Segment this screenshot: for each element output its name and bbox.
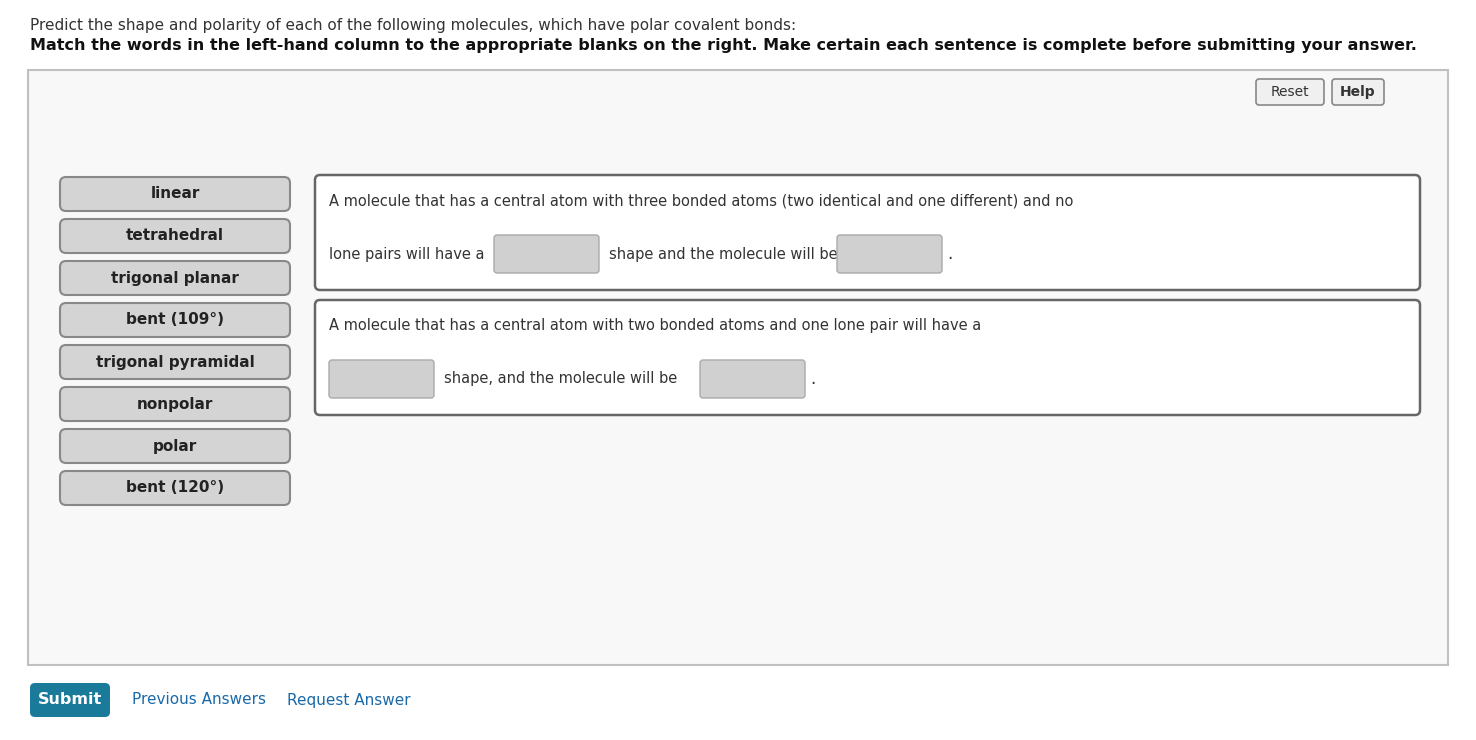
- FancyBboxPatch shape: [30, 683, 111, 717]
- Text: polar: polar: [154, 439, 198, 454]
- FancyBboxPatch shape: [314, 300, 1420, 415]
- Text: .: .: [810, 370, 815, 388]
- FancyBboxPatch shape: [61, 177, 289, 211]
- Text: Match the words in the left-hand column to the appropriate blanks on the right. : Match the words in the left-hand column …: [30, 38, 1417, 53]
- FancyBboxPatch shape: [61, 429, 289, 463]
- Text: trigonal planar: trigonal planar: [111, 271, 239, 286]
- FancyBboxPatch shape: [61, 261, 289, 295]
- Text: shape and the molecule will be: shape and the molecule will be: [610, 246, 837, 261]
- FancyBboxPatch shape: [61, 303, 289, 337]
- Text: Previous Answers: Previous Answers: [131, 693, 266, 707]
- Text: lone pairs will have a: lone pairs will have a: [329, 246, 484, 261]
- Text: linear: linear: [151, 186, 199, 201]
- FancyBboxPatch shape: [61, 345, 289, 379]
- Text: Help: Help: [1340, 85, 1376, 99]
- Text: tetrahedral: tetrahedral: [125, 229, 224, 243]
- Text: nonpolar: nonpolar: [137, 397, 213, 411]
- Text: .: .: [948, 245, 952, 263]
- Text: bent (109°): bent (109°): [125, 312, 224, 328]
- FancyBboxPatch shape: [329, 360, 434, 398]
- FancyBboxPatch shape: [61, 471, 289, 505]
- FancyBboxPatch shape: [61, 219, 289, 253]
- Text: bent (120°): bent (120°): [125, 480, 224, 496]
- FancyBboxPatch shape: [837, 235, 942, 273]
- FancyBboxPatch shape: [1331, 79, 1384, 105]
- Text: trigonal pyramidal: trigonal pyramidal: [96, 354, 254, 369]
- Text: Request Answer: Request Answer: [286, 693, 410, 707]
- FancyBboxPatch shape: [61, 387, 289, 421]
- Text: shape, and the molecule will be: shape, and the molecule will be: [444, 371, 677, 386]
- FancyBboxPatch shape: [314, 175, 1420, 290]
- FancyBboxPatch shape: [700, 360, 804, 398]
- FancyBboxPatch shape: [1256, 79, 1324, 105]
- Text: Reset: Reset: [1271, 85, 1309, 99]
- Text: Predict the shape and polarity of each of the following molecules, which have po: Predict the shape and polarity of each o…: [30, 18, 796, 33]
- Text: A molecule that has a central atom with three bonded atoms (two identical and on: A molecule that has a central atom with …: [329, 193, 1073, 208]
- Text: Submit: Submit: [38, 693, 102, 707]
- Bar: [28, 70, 1448, 665]
- FancyBboxPatch shape: [494, 235, 599, 273]
- Text: A molecule that has a central atom with two bonded atoms and one lone pair will : A molecule that has a central atom with …: [329, 318, 982, 333]
